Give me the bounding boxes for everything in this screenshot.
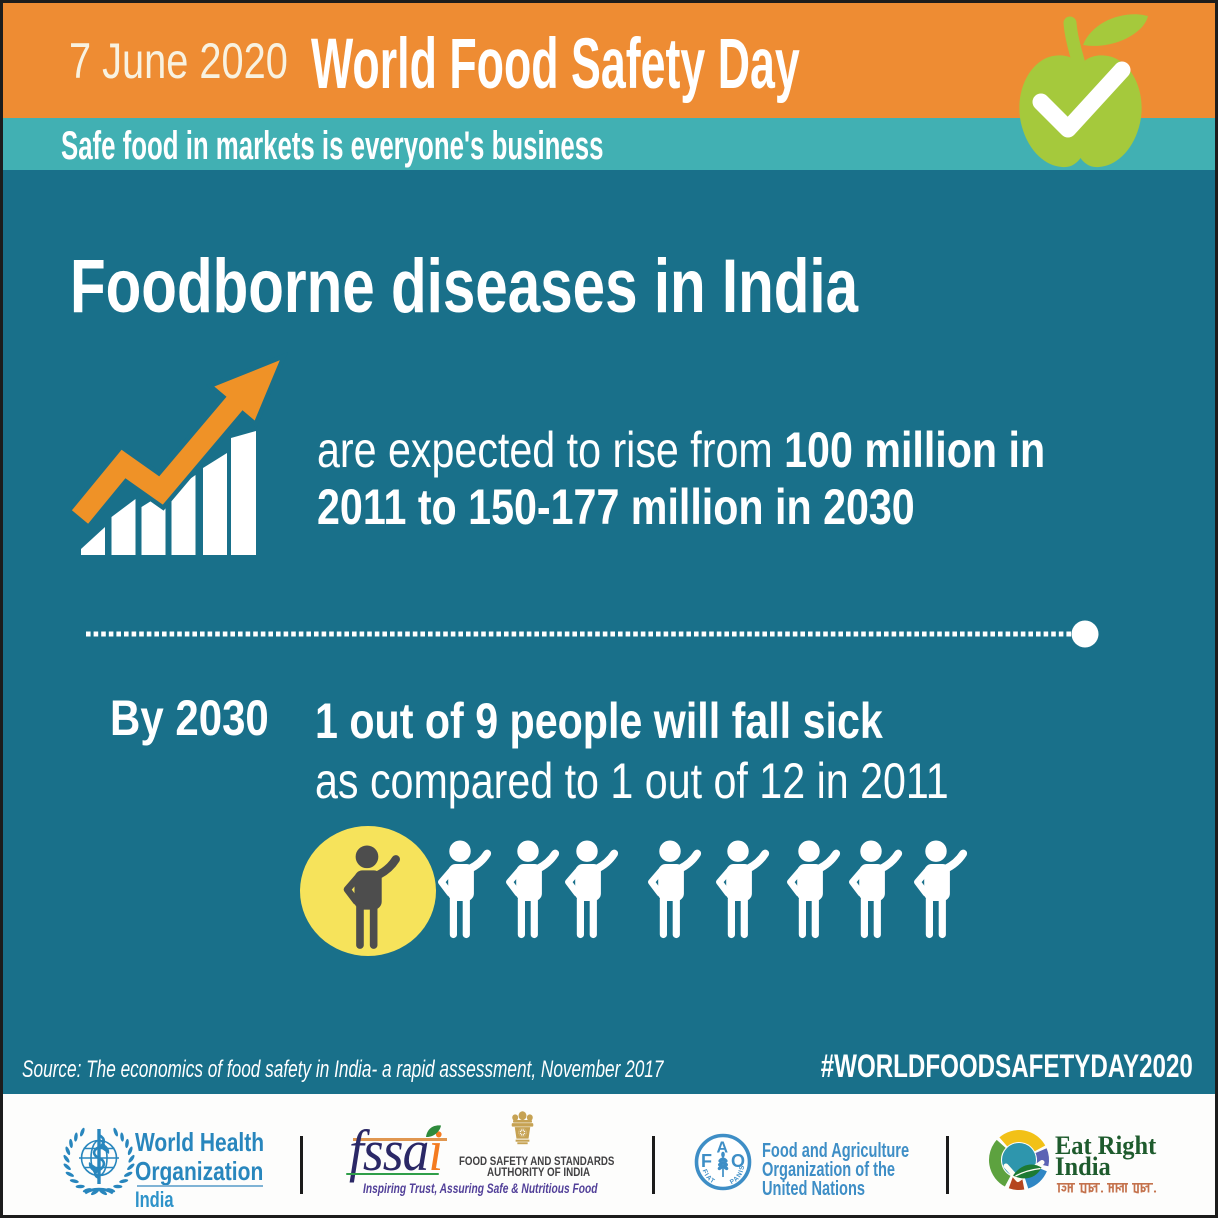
svg-text:O: O: [731, 1151, 745, 1171]
svg-text:F: F: [701, 1151, 712, 1171]
svg-text:A: A: [717, 1140, 729, 1157]
